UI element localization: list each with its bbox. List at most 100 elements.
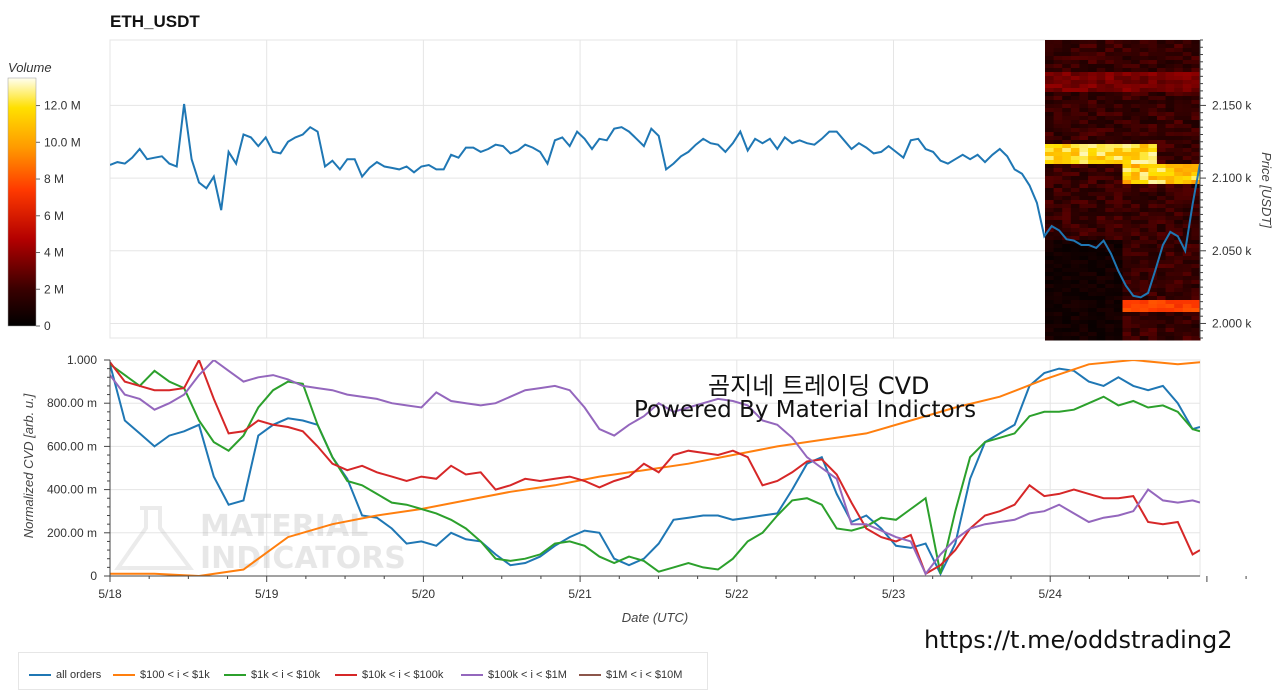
heatmap-cell [1156,232,1167,237]
heatmap-cell [1165,128,1175,133]
legend-item-all-orders[interactable]: all orders [29,669,101,681]
heatmap-cell [1131,84,1141,89]
heatmap-cell [1122,316,1132,321]
heatmap-cell [1191,216,1201,221]
heatmap-cell [1113,140,1123,145]
heatmap-cell [1113,80,1123,85]
heatmap-cell [1070,312,1080,317]
heatmap-cell [1096,244,1106,249]
heatmap-cell [1053,52,1063,57]
heatmap-cell [1148,48,1158,53]
heatmap-cell [1122,176,1132,181]
heatmap-cell [1079,48,1089,53]
heatmap-cell [1191,248,1201,253]
heatmap-cell [1156,308,1167,313]
heatmap-cell [1165,224,1175,229]
heatmap-cell [1070,140,1080,145]
heatmap-cell [1096,336,1106,341]
heatmap-cell [1096,112,1106,117]
heatmap-cell [1096,136,1106,141]
heatmap-cell [1148,296,1158,301]
heatmap-cell [1062,248,1072,253]
heatmap-cell [1139,304,1149,309]
heatmap-cell [1045,200,1055,205]
heatmap-cell [1156,80,1167,85]
heatmap-cell [1139,64,1149,69]
heatmap-cell [1191,132,1201,137]
heatmap-cell [1079,96,1089,101]
heatmap-cell [1191,308,1201,313]
heatmap-cell [1096,196,1106,201]
heatmap-cell [1148,208,1158,213]
heatmap-cell [1182,212,1192,217]
date-tick-label: 5/22 [725,587,749,601]
heatmap-cell [1148,264,1158,269]
heatmap-cell [1105,68,1115,73]
heatmap-cell [1165,96,1175,101]
heatmap-cell [1165,112,1175,117]
telegram-link[interactable]: https://t.me/oddstrading2 [924,626,1233,654]
legend-item-1k-10k[interactable]: $1k < i < $10k [224,669,320,681]
heatmap-cell [1045,248,1055,253]
heatmap-cell [1174,336,1184,341]
price-tick-label: 2.150 k [1212,98,1252,112]
heatmap-cell [1070,336,1080,341]
legend-item-10k-100k[interactable]: $10k < i < $100k [335,669,443,681]
heatmap-cell [1079,148,1089,153]
heatmap-cell [1191,276,1201,281]
heatmap-cell [1088,96,1098,101]
heatmap-cell [1088,300,1098,305]
heatmap-cell [1113,136,1123,141]
legend-item-1m-10m[interactable]: $1M < i < $10M [579,669,682,681]
heatmap-cell [1053,316,1063,321]
heatmap-cell [1156,56,1167,61]
heatmap-cell [1096,40,1106,45]
heatmap-cell [1182,72,1192,77]
heatmap-cell [1148,256,1158,261]
heatmap-cell [1045,92,1055,97]
heatmap-cell [1148,60,1158,65]
heatmap-cell [1045,268,1055,273]
heatmap-cell [1122,216,1132,221]
heatmap-cell [1139,268,1149,273]
heatmap-cell [1062,272,1072,277]
heatmap-cell [1174,172,1184,177]
date-axis-label: Date (UTC) [622,610,688,625]
heatmap-cell [1165,172,1175,177]
heatmap-cell [1096,188,1106,193]
heatmap-cell [1122,208,1132,213]
heatmap-cell [1079,328,1089,333]
heatmap-cell [1079,260,1089,265]
heatmap-cell [1148,272,1158,277]
heatmap-cell [1088,176,1098,181]
heatmap-cell [1165,48,1175,53]
heatmap-cell [1122,304,1132,309]
heatmap-cell [1070,132,1080,137]
heatmap-cell [1148,184,1158,189]
heatmap-cell [1053,244,1063,249]
legend-item-100k-1m[interactable]: $100k < i < $1M [461,669,567,681]
heatmap-cell [1165,52,1175,57]
heatmap-cell [1079,76,1089,81]
heatmap-cell [1070,264,1080,269]
heatmap-cell [1070,156,1080,161]
heatmap-cell [1182,96,1192,101]
legend-item-100-1k[interactable]: $100 < i < $1k [113,669,210,681]
heatmap-cell [1139,288,1149,293]
heatmap-cell [1045,216,1055,221]
heatmap-cell [1045,260,1055,265]
heatmap-cell [1156,164,1167,169]
heatmap-cell [1070,252,1080,257]
heatmap-cell [1191,284,1201,289]
heatmap-cell [1131,184,1141,189]
heatmap-cell [1096,148,1106,153]
heatmap-cell [1148,180,1158,185]
heatmap-cell [1113,88,1123,93]
heatmap-cell [1079,200,1089,205]
heatmap-cell [1070,84,1080,89]
heatmap-cell [1062,84,1072,89]
heatmap-cell [1079,120,1089,125]
heatmap-cell [1096,328,1106,333]
heatmap-cell [1156,224,1167,229]
heatmap-cell [1148,216,1158,221]
